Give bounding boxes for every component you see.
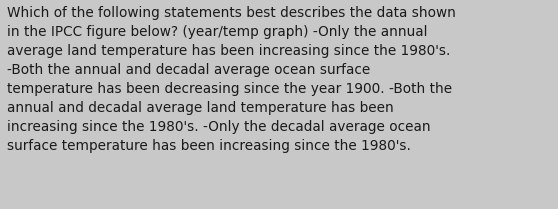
Text: Which of the following statements best describes the data shown
in the IPCC figu: Which of the following statements best d… [7, 6, 455, 153]
